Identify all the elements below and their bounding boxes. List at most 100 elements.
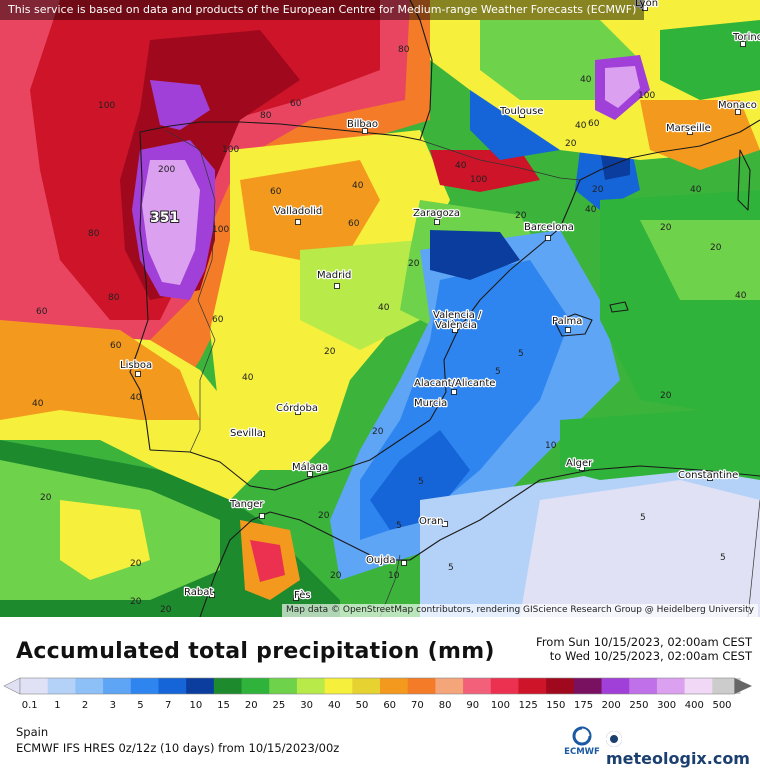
city-label[interactable]: València: [434, 318, 478, 332]
coastline-biscay: [409, 0, 433, 141]
contour-label: 40: [690, 185, 702, 195]
meteologix-brand[interactable]: meteologix.com: [606, 730, 760, 768]
city-label[interactable]: Barcelona: [523, 221, 575, 234]
coastline-corsica: [737, 149, 751, 211]
contour-label: 20: [710, 243, 722, 253]
city-label[interactable]: Torino: [731, 31, 760, 44]
city-marker[interactable]: [519, 112, 525, 118]
city-marker[interactable]: [295, 409, 301, 415]
contour-label: 60: [36, 307, 48, 317]
field-alps-green: [660, 20, 760, 100]
city-marker[interactable]: [565, 327, 571, 333]
city-marker[interactable]: [295, 219, 301, 225]
city-marker[interactable]: [451, 389, 457, 395]
city-marker[interactable]: [209, 592, 215, 598]
legend-swatch: [47, 678, 76, 694]
legend-tick-label: 40: [328, 700, 341, 711]
contour-label: 100: [638, 91, 655, 101]
city-label[interactable]: Murcia: [413, 397, 449, 410]
city-marker[interactable]: [579, 465, 585, 471]
city-label[interactable]: Valladolid: [273, 205, 324, 218]
contour-label: 40: [580, 75, 592, 85]
map-attribution[interactable]: Map data © OpenStreetMap contributors, r…: [282, 604, 758, 617]
legend-tick-label: 150: [546, 700, 565, 711]
city-label[interactable]: Rabat: [183, 586, 215, 599]
city-label[interactable]: Fès: [293, 588, 312, 602]
brand-name: meteologix.com: [606, 749, 750, 768]
city-marker[interactable]: [362, 128, 368, 134]
border-pyrenees: [419, 139, 581, 181]
field-pyrenees-red: [430, 150, 540, 192]
contour-label: 200: [158, 165, 175, 175]
city-label[interactable]: Alger: [565, 457, 595, 470]
city-marker[interactable]: [401, 560, 407, 566]
contour-label: 100: [98, 101, 115, 111]
city-marker[interactable]: [442, 521, 448, 527]
city-marker[interactable]: [735, 109, 741, 115]
city-label[interactable]: Tanger: [228, 498, 266, 511]
legend-swatch: [269, 678, 298, 694]
legend-tick-label: 3: [110, 700, 116, 711]
legend-tick-label: 5: [137, 700, 143, 711]
legend-swatch: [435, 678, 464, 694]
city-label[interactable]: Marseille: [665, 122, 712, 135]
ecmwf-logo-text: ECMWF: [564, 747, 600, 757]
city-label[interactable]: Monaco: [717, 99, 758, 112]
legend-swatch: [213, 678, 243, 694]
city-label[interactable]: Bilbao: [346, 118, 379, 131]
contour-label: 20: [408, 259, 420, 269]
contour-label: 20: [660, 391, 672, 401]
legend-swatch: [684, 678, 713, 694]
city-label[interactable]: Lyon: [634, 0, 659, 10]
city-label[interactable]: Oujda: [365, 554, 397, 567]
city-marker[interactable]: [642, 5, 648, 11]
contour-label: 5: [720, 553, 726, 563]
border-algeria-tunisia: [747, 499, 760, 617]
city-marker[interactable]: [452, 327, 458, 333]
coastline-east: [429, 179, 581, 421]
contour-label: 20: [372, 427, 384, 437]
contour-label: 20: [660, 223, 672, 233]
city-marker[interactable]: [707, 475, 713, 481]
legend-tick-label: 15: [217, 700, 230, 711]
city-label[interactable]: Alacant/Alicante: [413, 377, 497, 390]
legend-border: [19, 677, 735, 695]
city-label[interactable]: Toulouse: [498, 105, 545, 118]
city-label[interactable]: Zaragoza: [412, 207, 461, 220]
city-marker[interactable]: [293, 595, 299, 601]
city-label[interactable]: Lisboa: [119, 359, 154, 372]
city-label[interactable]: Oran: [418, 515, 445, 528]
field-madrid-lightgreen: [300, 240, 420, 350]
contour-label: 5: [396, 521, 402, 531]
city-label[interactable]: Madrid: [316, 269, 353, 282]
city-marker[interactable]: [259, 513, 265, 519]
city-marker[interactable]: [687, 129, 693, 135]
city-label[interactable]: Sevilla: [229, 427, 264, 440]
contour-label: 60: [588, 119, 600, 129]
city-label[interactable]: Constantine: [677, 469, 740, 482]
precipitation-map[interactable]: 80 100 80 60 100 200 100 60 40 60 40 20 40 100 20 40 20 2…: [0, 0, 760, 617]
city-label[interactable]: Valencia /: [432, 309, 483, 322]
city-marker[interactable]: [135, 371, 141, 377]
region-name: Spain: [16, 725, 49, 739]
legend-swatch: [490, 678, 519, 694]
city-marker[interactable]: [259, 431, 265, 437]
city-marker[interactable]: [434, 219, 440, 225]
coastline-menorca: [609, 301, 629, 313]
city-label[interactable]: Córdoba: [275, 401, 319, 415]
contour-label: 40: [585, 205, 597, 215]
coastline-mallorca: [554, 313, 593, 337]
city-marker[interactable]: [545, 235, 551, 241]
city-marker[interactable]: [740, 41, 746, 47]
legend-swatch: [601, 678, 630, 694]
city-marker[interactable]: [427, 401, 433, 407]
legend-tick-label: 250: [629, 700, 648, 711]
city-marker[interactable]: [307, 471, 313, 477]
legend-tick-label: 200: [602, 700, 621, 711]
chart-title: Accumulated total precipitation (mm): [16, 639, 495, 664]
max-precipitation-value: 351: [150, 210, 179, 226]
contour-label: 80: [88, 229, 100, 239]
city-label[interactable]: Palma: [551, 315, 584, 328]
city-label[interactable]: Málaga: [291, 460, 330, 474]
city-marker[interactable]: [334, 283, 340, 289]
